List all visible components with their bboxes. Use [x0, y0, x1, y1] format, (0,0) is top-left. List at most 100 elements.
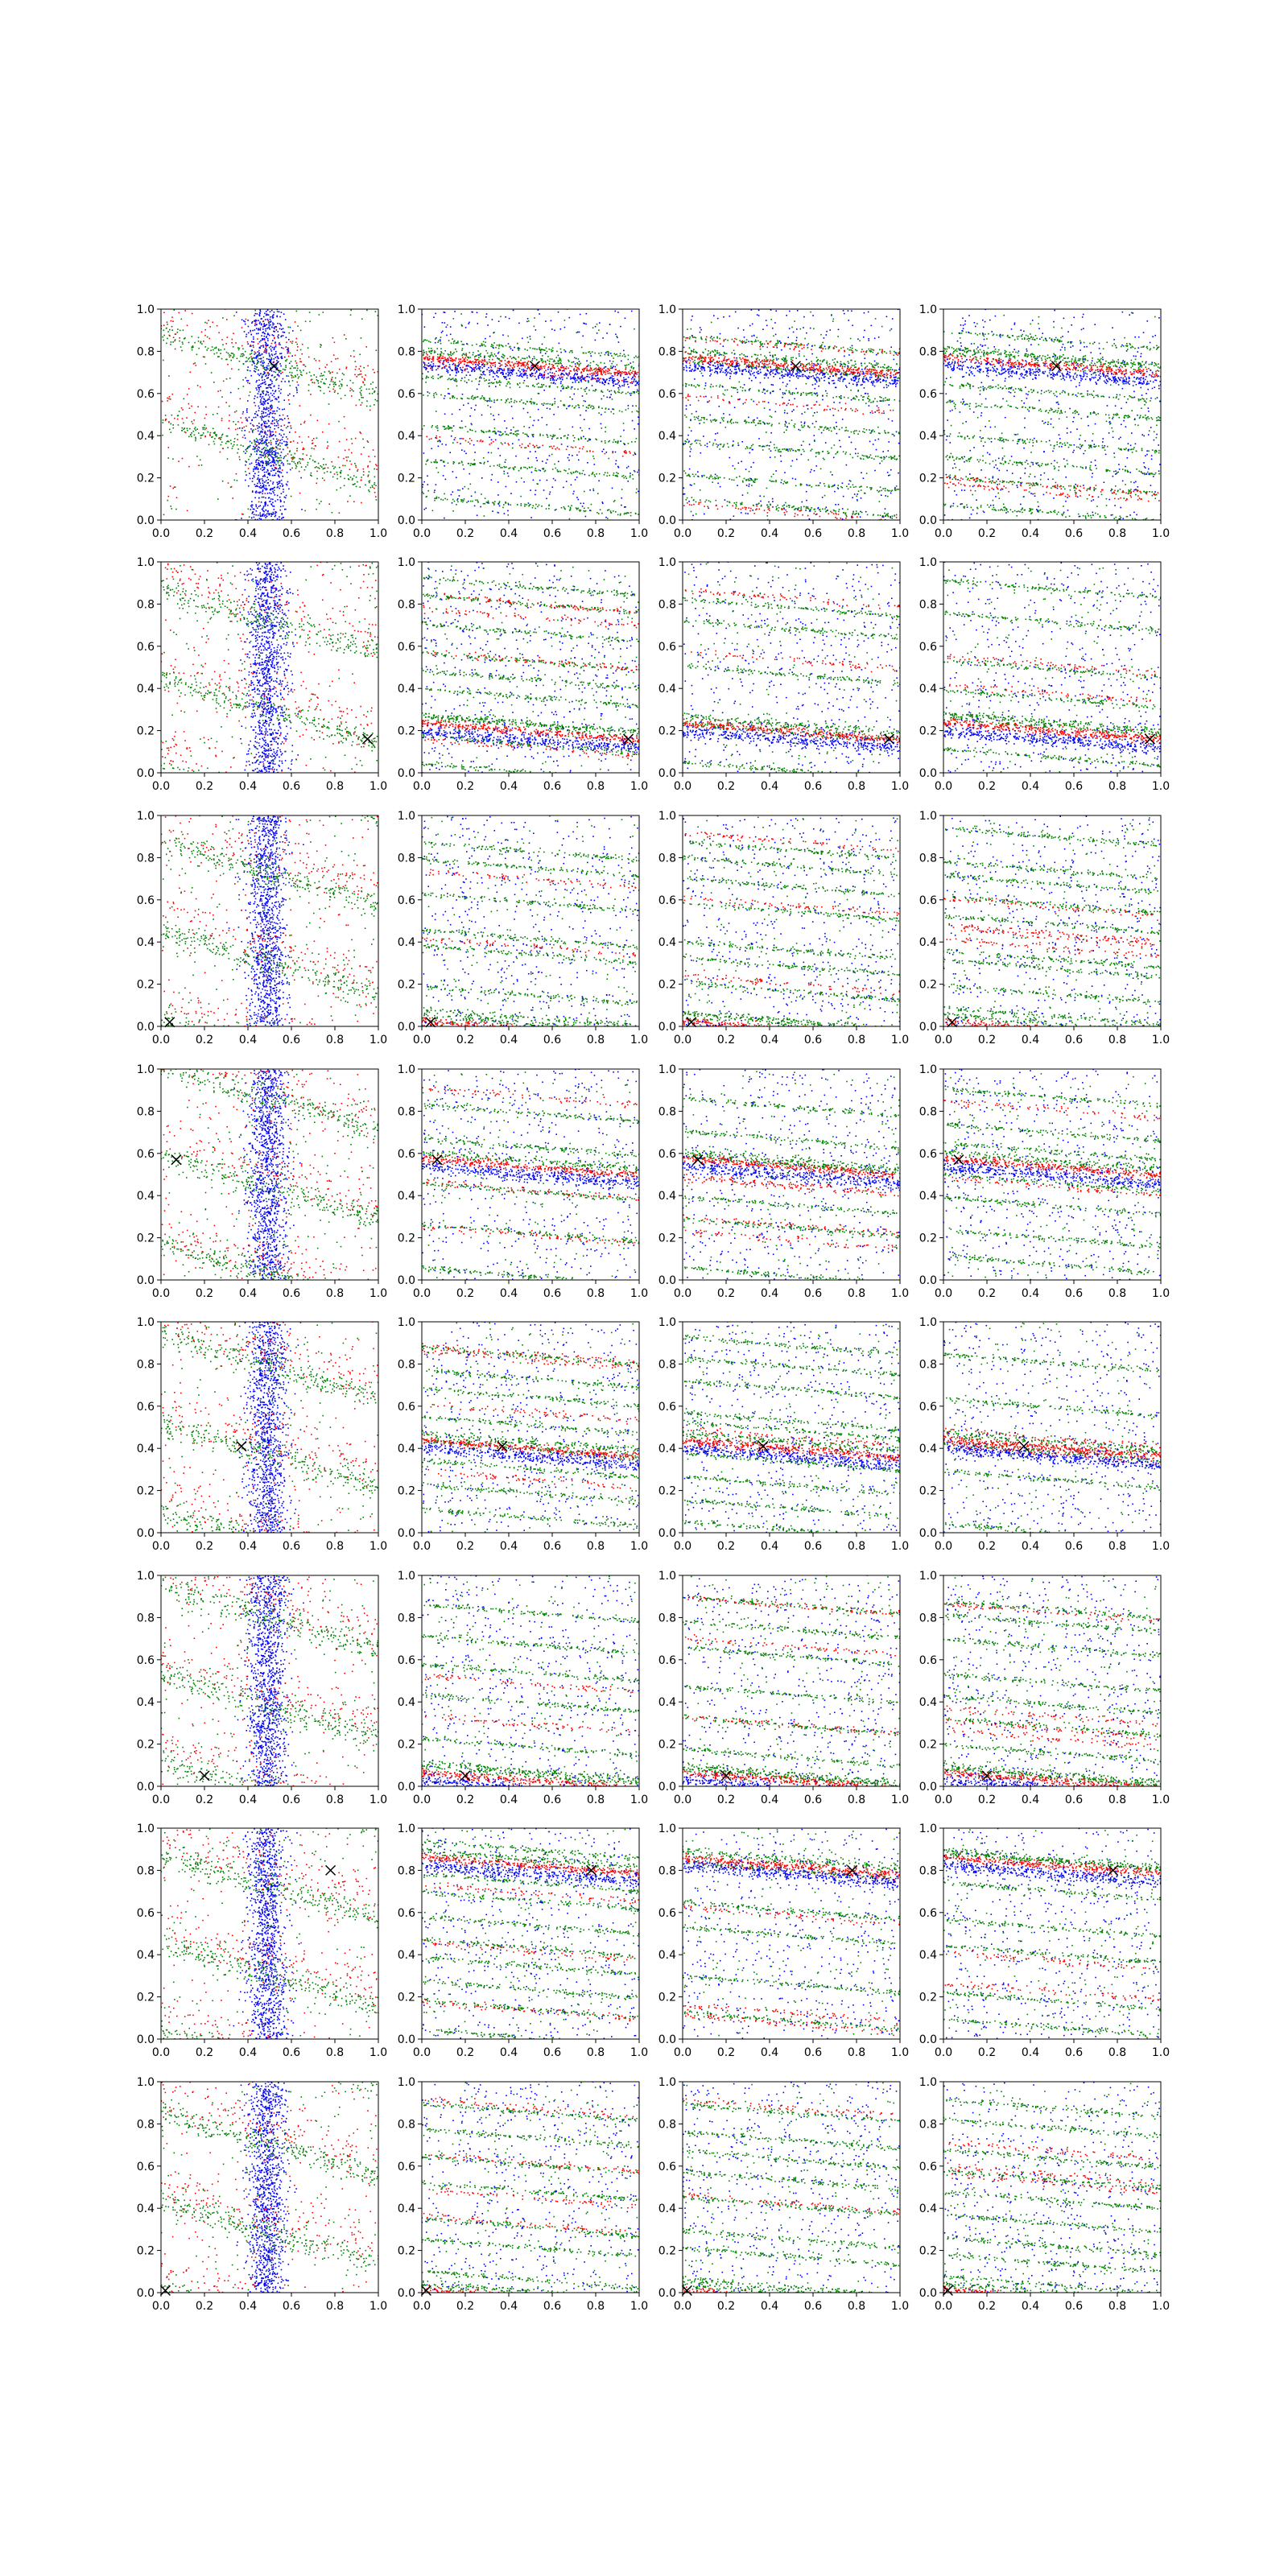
- data-point: [241, 353, 242, 355]
- data-point: [472, 501, 473, 502]
- data-point: [508, 336, 510, 337]
- data-point: [279, 464, 280, 466]
- data-point: [163, 340, 164, 341]
- data-point: [272, 324, 274, 326]
- data-point: [799, 449, 800, 451]
- data-point: [850, 486, 852, 488]
- data-point: [887, 489, 889, 491]
- data-point: [274, 371, 275, 373]
- data-point: [461, 355, 463, 357]
- data-point: [316, 471, 318, 473]
- data-point: [553, 382, 555, 383]
- data-point: [258, 449, 259, 451]
- data-point: [259, 439, 261, 440]
- data-point: [543, 489, 545, 491]
- data-point: [283, 313, 285, 315]
- data-point: [266, 378, 268, 379]
- data-point: [862, 455, 864, 456]
- data-point: [265, 514, 266, 516]
- data-point: [452, 378, 454, 379]
- data-point: [482, 363, 484, 365]
- data-point: [209, 434, 211, 436]
- data-point: [716, 477, 717, 479]
- data-point: [251, 353, 253, 354]
- data-point: [258, 374, 259, 375]
- data-point: [617, 382, 619, 384]
- data-point: [608, 383, 609, 385]
- data-point: [493, 347, 494, 349]
- data-point: [599, 322, 601, 324]
- data-point: [288, 332, 290, 334]
- data-point: [187, 510, 188, 512]
- data-point: [538, 382, 539, 384]
- data-point: [356, 405, 357, 407]
- data-point: [275, 473, 277, 474]
- data-point: [541, 506, 543, 507]
- data-point: [518, 357, 519, 358]
- data-point: [807, 426, 809, 427]
- data-point: [502, 467, 503, 469]
- data-point: [529, 427, 530, 428]
- data-point: [191, 432, 192, 434]
- data-point: [444, 414, 446, 415]
- data-point: [277, 323, 279, 324]
- data-point: [694, 416, 696, 418]
- data-point: [279, 467, 281, 469]
- data-point: [341, 386, 343, 387]
- data-point: [426, 353, 427, 355]
- data-point: [628, 364, 630, 365]
- data-point: [495, 362, 497, 364]
- data-point: [580, 381, 582, 382]
- data-point: [455, 368, 456, 369]
- data-point: [283, 409, 285, 411]
- data-point: [493, 373, 494, 374]
- data-point: [247, 420, 249, 422]
- data-point: [549, 386, 551, 387]
- data-point: [815, 485, 817, 486]
- data-point: [489, 436, 490, 438]
- data-point: [590, 362, 592, 364]
- data-point: [507, 375, 509, 377]
- data-point: [361, 390, 362, 391]
- data-point: [463, 405, 464, 407]
- data-point: [498, 320, 500, 322]
- data-point: [551, 446, 552, 448]
- data-point: [258, 477, 259, 479]
- data-point: [453, 463, 455, 464]
- data-point: [283, 369, 284, 370]
- data-point: [289, 450, 291, 452]
- data-point: [801, 506, 803, 508]
- data-point: [197, 407, 199, 408]
- data-point: [497, 399, 498, 401]
- data-point: [458, 371, 460, 373]
- data-point: [279, 433, 281, 435]
- data-point: [493, 371, 494, 373]
- data-point: [245, 464, 246, 466]
- data-point: [423, 484, 424, 485]
- data-point: [494, 431, 496, 432]
- data-point: [266, 464, 268, 466]
- data-point: [488, 431, 489, 432]
- data-point: [563, 386, 564, 388]
- scatter-points: [422, 308, 640, 519]
- data-point: [278, 453, 279, 455]
- data-point: [538, 393, 539, 394]
- data-point: [286, 445, 287, 447]
- data-point: [637, 372, 638, 374]
- data-point: [576, 477, 578, 478]
- data-point: [572, 352, 573, 353]
- data-point: [329, 373, 331, 374]
- data-point: [536, 371, 538, 373]
- data-point: [527, 458, 529, 460]
- data-point: [291, 427, 292, 429]
- data-point: [275, 326, 276, 328]
- data-point: [449, 398, 451, 399]
- data-point: [204, 322, 206, 324]
- data-point: [633, 361, 634, 363]
- data-point: [270, 442, 272, 444]
- data-point: [303, 369, 304, 371]
- data-point: [333, 386, 335, 388]
- data-point: [250, 375, 252, 377]
- data-point: [264, 339, 266, 341]
- data-point: [605, 453, 606, 455]
